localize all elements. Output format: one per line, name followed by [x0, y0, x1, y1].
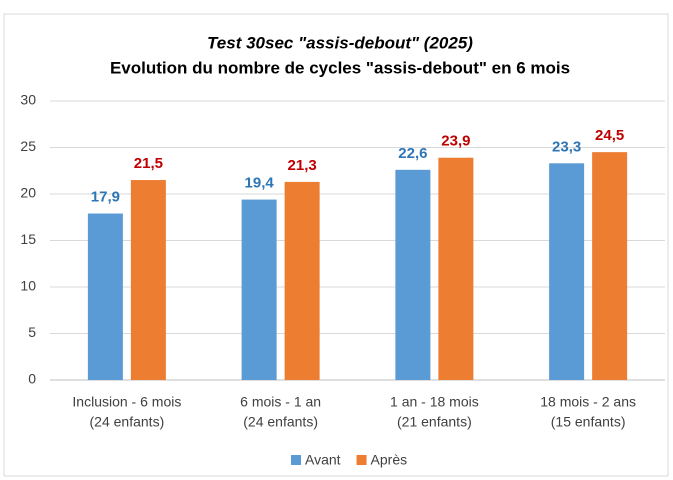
- chart-subtitle: Evolution du nombre de cycles "assis-deb…: [110, 58, 570, 77]
- bar: [87, 213, 123, 380]
- y-tick-label: 20: [20, 185, 36, 201]
- legend-label: Avant: [305, 452, 341, 468]
- y-tick-label: 25: [20, 138, 36, 154]
- value-label: 17,9: [91, 188, 120, 205]
- value-label: 21,5: [134, 155, 163, 172]
- x-tick-label: (24 enfants): [90, 414, 165, 430]
- bar: [241, 199, 277, 380]
- x-tick-label: 18 mois - 2 ans: [540, 394, 636, 410]
- value-label: 21,3: [288, 157, 317, 174]
- value-label: 23,3: [552, 138, 581, 155]
- legend-label: Après: [371, 452, 408, 468]
- value-label: 24,5: [595, 127, 624, 144]
- bar: [549, 163, 585, 380]
- value-label: 23,9: [441, 133, 470, 150]
- y-tick-label: 10: [20, 278, 36, 294]
- x-tick-label: 1 an - 18 mois: [390, 394, 479, 410]
- x-tick-label: (21 enfants): [397, 414, 472, 430]
- value-label: 22,6: [398, 145, 427, 162]
- x-tick-label: 6 mois - 1 an: [240, 394, 321, 410]
- bar: [395, 169, 431, 380]
- y-tick-label: 15: [20, 231, 36, 247]
- legend-swatch: [356, 455, 367, 465]
- bar: [284, 181, 320, 380]
- bar: [438, 157, 474, 380]
- x-tick-label: Inclusion - 6 mois: [72, 394, 181, 410]
- x-tick-label: (24 enfants): [243, 414, 318, 430]
- y-tick-label: 5: [28, 324, 36, 340]
- y-tick-label: 0: [28, 371, 36, 387]
- y-tick-label: 30: [20, 92, 36, 108]
- bar: [130, 180, 166, 380]
- value-label: 19,4: [245, 175, 275, 192]
- x-tick-label: (15 enfants): [551, 414, 626, 430]
- legend-swatch: [291, 455, 301, 465]
- bar: [592, 152, 628, 380]
- chart-title: Test 30sec "assis-debout" (2025): [207, 33, 473, 52]
